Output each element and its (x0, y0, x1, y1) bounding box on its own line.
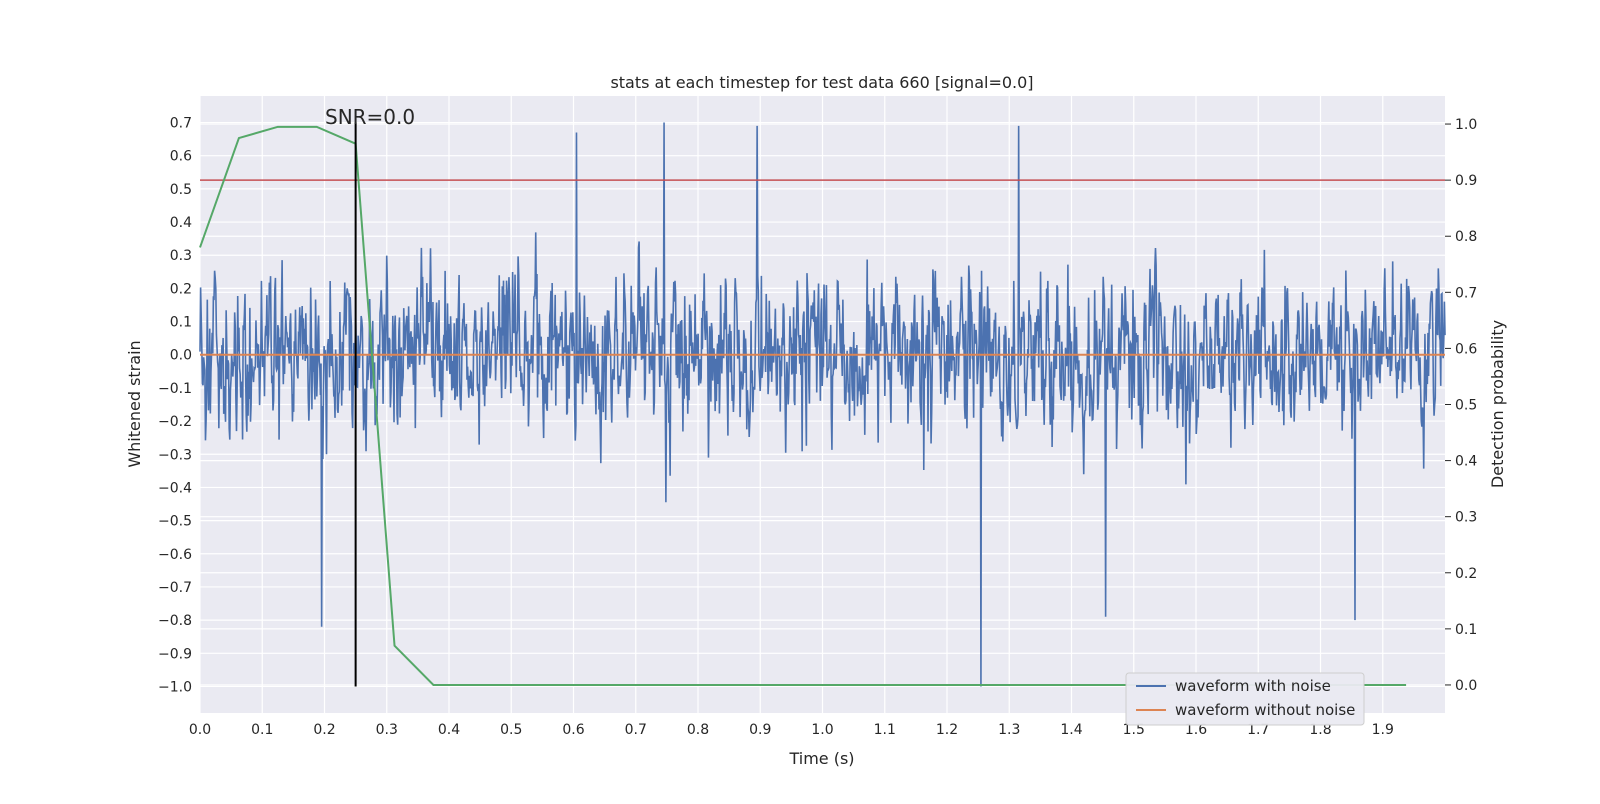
x-tick-label-10: 1.0 (811, 722, 833, 738)
y2-tick-label-3: 0.7 (1455, 285, 1477, 301)
x-tick-label-11: 1.1 (874, 722, 896, 738)
x-tick-label-4: 0.4 (438, 722, 460, 738)
x-tick-label-9: 0.9 (749, 722, 771, 738)
y-tick-label-12: −0.5 (158, 514, 192, 530)
legend-label-noise: waveform with noise (1175, 677, 1331, 695)
y-tick-label-11: −0.4 (158, 480, 192, 496)
y-tick-label-14: −0.7 (158, 580, 192, 596)
y-tick-label-2: 0.5 (170, 182, 192, 198)
y-tick-label-7: 0.0 (170, 348, 192, 364)
y2-tick-label-5: 0.5 (1455, 398, 1477, 414)
x-axis-label: Time (s) (788, 749, 854, 768)
x-tick-label-2: 0.2 (313, 722, 335, 738)
x-tick-label-14: 1.4 (1060, 722, 1082, 738)
y-tick-label-3: 0.4 (170, 215, 192, 231)
y2-tick-label-4: 0.6 (1455, 341, 1477, 357)
y-tick-label-6: 0.1 (170, 315, 192, 331)
y-tick-label-1: 0.6 (170, 149, 192, 165)
y2-axis-label: Detection probability (1488, 320, 1507, 488)
y-tick-label-10: −0.3 (158, 447, 192, 463)
y-tick-label-17: −1.0 (158, 679, 192, 695)
y-tick-label-15: −0.8 (158, 613, 192, 629)
y-tick-label-16: −0.9 (158, 646, 192, 662)
y-axis-label: Whitened strain (125, 340, 144, 467)
y2-tick-label-7: 0.3 (1455, 510, 1477, 526)
legend: waveform with noise waveform without noi… (1126, 673, 1364, 725)
y-tick-label-9: −0.2 (158, 414, 192, 430)
snr-annotation: SNR=0.0 (325, 105, 415, 129)
x-tick-label-12: 1.2 (936, 722, 958, 738)
y-tick-label-5: 0.2 (170, 281, 192, 297)
x-tick-label-3: 0.3 (376, 722, 398, 738)
y2-tick-label-2: 0.8 (1455, 229, 1477, 245)
x-tick-label-0: 0.0 (189, 722, 211, 738)
y-tick-label-13: −0.6 (158, 547, 192, 563)
x-tick-label-7: 0.7 (625, 722, 647, 738)
x-tick-label-8: 0.8 (687, 722, 709, 738)
x-tick-label-13: 1.3 (998, 722, 1020, 738)
y-tick-labels: 0.7 0.6 0.5 0.4 0.3 0.2 0.1 0.0 −0.1 −0.2 −0.3 −0.4… (158, 116, 192, 696)
y2-tick-label-8: 0.2 (1455, 566, 1477, 582)
x-tick-label-6: 0.6 (562, 722, 584, 738)
chart-title: stats at each timestep for test data 660… (610, 73, 1033, 92)
y-tick-label-0: 0.7 (170, 116, 192, 132)
y2-tick-label-6: 0.4 (1455, 454, 1477, 470)
y2-tick-label-0: 1.0 (1455, 117, 1477, 133)
y2-tick-label-9: 0.1 (1455, 622, 1477, 638)
y-tick-label-4: 0.3 (170, 248, 192, 264)
x-tick-label-19: 1.9 (1372, 722, 1394, 738)
x-tick-label-1: 0.1 (251, 722, 273, 738)
y2-tick-labels: 1.0 0.9 0.8 0.7 0.6 0.5 0.4 0.3 0.2 0.1 0.0 (1445, 117, 1477, 694)
grid-lines (200, 96, 1445, 713)
y2-tick-label-10: 0.0 (1455, 678, 1477, 694)
y2-tick-label-1: 0.9 (1455, 173, 1477, 189)
y-tick-label-8: −0.1 (158, 381, 192, 397)
legend-label-clean: waveform without noise (1175, 701, 1355, 719)
x-tick-label-5: 0.5 (500, 722, 522, 738)
